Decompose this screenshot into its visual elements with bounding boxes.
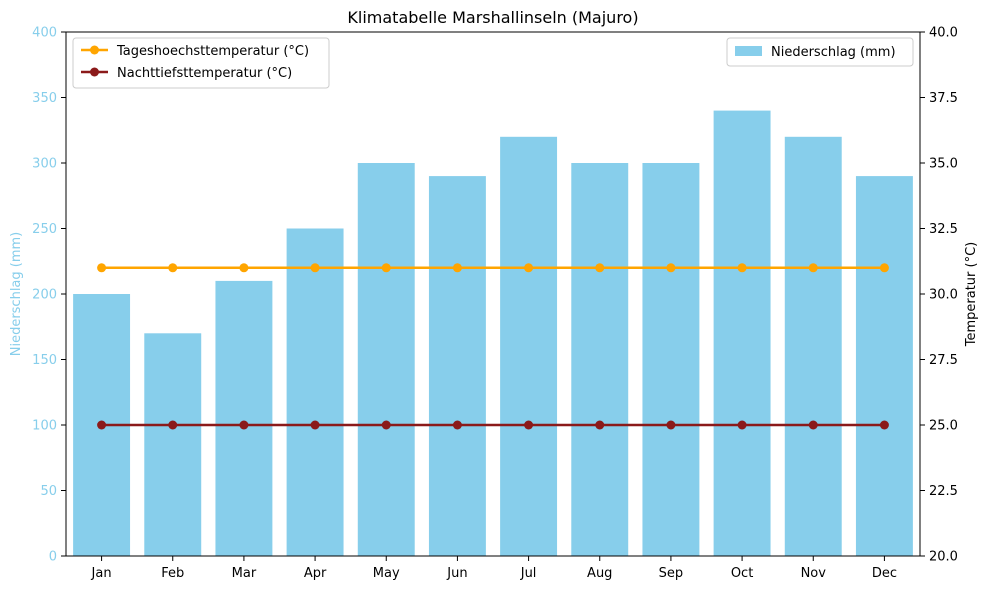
right-tick-label: 30.0 bbox=[929, 288, 958, 303]
right-tick-label: 20.0 bbox=[929, 550, 958, 565]
line-0-point-mar bbox=[239, 263, 249, 273]
line-legend-label: Nachttiefsttemperatur (°C) bbox=[117, 66, 292, 81]
legend-layer: Tageshoechsttemperatur (°C) Nachttiefstte… bbox=[72, 37, 914, 89]
line-0-point-apr bbox=[310, 263, 320, 273]
bars-layer bbox=[73, 110, 913, 557]
line-1-point-oct bbox=[737, 420, 747, 430]
bar-aug bbox=[571, 163, 629, 556]
right-tick-label: 27.5 bbox=[929, 353, 958, 368]
x-tick-label: Feb bbox=[161, 566, 184, 581]
x-tick-label: Aug bbox=[587, 566, 612, 581]
x-tick-label: Nov bbox=[801, 566, 827, 581]
bar-oct bbox=[713, 110, 771, 556]
left-tick-label: 300 bbox=[32, 157, 57, 172]
line-0-point-dec bbox=[879, 263, 889, 273]
x-tick-label: Oct bbox=[731, 566, 753, 581]
bar-legend-box bbox=[726, 37, 914, 67]
x-tick-label: Sep bbox=[659, 566, 684, 581]
left-tick-label: 150 bbox=[32, 353, 57, 368]
line-1-point-may bbox=[381, 420, 391, 430]
line-1-point-apr bbox=[310, 420, 320, 430]
left-tick-label: 100 bbox=[32, 419, 57, 434]
right-tick-label: 35.0 bbox=[929, 157, 958, 172]
left-tick-label: 400 bbox=[32, 26, 57, 41]
line-0-point-oct bbox=[737, 263, 747, 273]
bar-jul bbox=[500, 136, 558, 557]
right-tick-label: 25.0 bbox=[929, 419, 958, 434]
x-tick-label: Jul bbox=[520, 566, 537, 581]
line-1-point-jan bbox=[97, 420, 107, 430]
line-1-point-nov bbox=[808, 420, 818, 430]
x-tick-label: Jan bbox=[91, 566, 112, 581]
bar-legend-swatch bbox=[735, 46, 762, 56]
left-tick-label: 350 bbox=[32, 91, 57, 106]
left-tick-label: 50 bbox=[40, 484, 57, 499]
bar-sep bbox=[642, 163, 700, 556]
x-tick-label: Jun bbox=[446, 566, 467, 581]
x-tick-label: May bbox=[373, 566, 400, 581]
line-legend-label: Tageshoechsttemperatur (°C) bbox=[116, 44, 309, 59]
left-tick-label: 250 bbox=[32, 222, 57, 237]
line-1-point-sep bbox=[666, 420, 676, 430]
line-1-point-dec bbox=[879, 420, 889, 430]
line-legend-marker bbox=[90, 45, 99, 55]
bar-feb bbox=[144, 333, 202, 556]
lines-layer bbox=[97, 263, 889, 430]
line-legend-box bbox=[72, 37, 330, 89]
left-tick-label: 0 bbox=[49, 550, 57, 565]
line-legend-marker bbox=[90, 67, 99, 77]
line-0-point-sep bbox=[666, 263, 676, 273]
line-0-point-may bbox=[381, 263, 391, 273]
bar-dec bbox=[855, 176, 913, 556]
line-0-point-jan bbox=[97, 263, 107, 273]
x-tick-label: Apr bbox=[304, 566, 327, 581]
bar-mar bbox=[215, 280, 273, 556]
bar-legend-label: Niederschlag (mm) bbox=[771, 45, 896, 60]
x-tick-label: Dec bbox=[872, 566, 897, 581]
left-tick-label: 200 bbox=[32, 288, 57, 303]
line-1-point-mar bbox=[239, 420, 249, 430]
line-1-point-feb bbox=[168, 420, 178, 430]
bar-jun bbox=[428, 176, 486, 556]
bar-apr bbox=[286, 228, 344, 556]
line-1-point-jul bbox=[524, 420, 534, 430]
right-tick-label: 32.5 bbox=[929, 222, 958, 237]
left-axis-label: Niederschlag (mm) bbox=[9, 232, 24, 357]
right-tick-label: 37.5 bbox=[929, 91, 958, 106]
bar-may bbox=[357, 163, 415, 556]
line-0-point-aug bbox=[595, 263, 605, 273]
chart-title: Klimatabelle Marshallinseln (Majuro) bbox=[347, 8, 638, 27]
line-0-point-jul bbox=[524, 263, 534, 273]
right-axis-label: Temperatur (°C) bbox=[964, 242, 979, 348]
bar-nov bbox=[784, 136, 842, 557]
line-0-point-jun bbox=[452, 263, 462, 273]
right-tick-label: 22.5 bbox=[929, 484, 958, 499]
right-tick-label: 40.0 bbox=[929, 26, 958, 41]
line-0-point-feb bbox=[168, 263, 178, 273]
axes-layer: Jan Feb Mar Apr May Jun Jul Aug Sep Oct Nov Dec 0 50 1… bbox=[9, 26, 979, 582]
line-1-point-jun bbox=[452, 420, 462, 430]
line-0-point-nov bbox=[808, 263, 818, 273]
line-1-point-aug bbox=[595, 420, 605, 430]
x-tick-label: Mar bbox=[232, 566, 257, 581]
